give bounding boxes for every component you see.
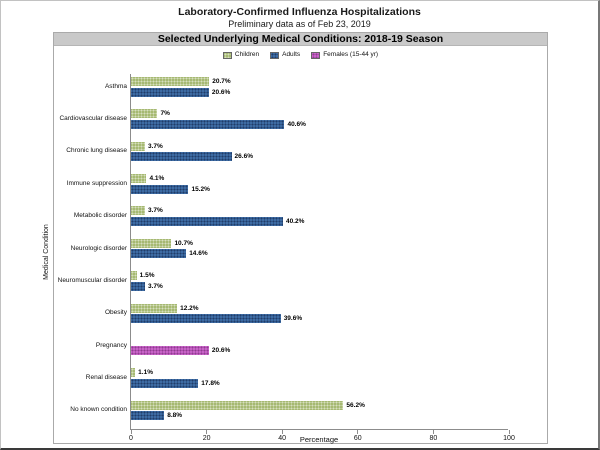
category-label: Chronic lung disease: [66, 147, 127, 155]
bar-value-label: 10.7%: [174, 239, 193, 247]
legend-item: Children: [222, 51, 260, 59]
legend-item: Adults: [270, 51, 300, 59]
bar-value-label: 17.8%: [201, 379, 220, 387]
bar-value-label: 26.6%: [234, 153, 253, 161]
bar-value-label: 14.6%: [189, 250, 208, 258]
bar-value-label: 40.6%: [287, 120, 306, 128]
category-label: Obesity: [104, 309, 127, 317]
bar-adults: [131, 281, 145, 291]
bar-value-label: 40.2%: [285, 217, 305, 225]
legend-label: Children: [234, 51, 260, 58]
chart-subtitle: Preliminary data as of Feb 23, 2019: [228, 19, 371, 29]
bar-females: [131, 346, 209, 356]
x-axis-tick: [130, 430, 132, 434]
bar-children: [131, 271, 137, 281]
bar-value-label: 20.7%: [212, 78, 231, 85]
bar-children: [131, 303, 178, 313]
x-axis-tick-label: 60: [353, 435, 362, 442]
bar-children: [131, 238, 172, 248]
bar-children: [131, 400, 344, 410]
legend-label: Adults: [282, 51, 301, 58]
x-axis-tick: [281, 430, 283, 434]
category-label: Neuromuscular disorder: [57, 276, 127, 284]
legend-swatch: [222, 51, 232, 59]
bar-children: [131, 368, 136, 378]
chart-title: Laboratory-Confirmed Influenza Hospitali…: [178, 6, 421, 18]
legend-label: Females (15-44 yr): [323, 51, 379, 58]
bar-value-label: 20.6%: [211, 88, 231, 96]
x-axis-label: Percentage: [299, 435, 339, 444]
category-label: Neurologic disorder: [70, 244, 127, 252]
bar-adults: [131, 314, 281, 324]
x-axis-tick-label: 100: [503, 435, 515, 442]
bar-value-label: 3.7%: [147, 207, 163, 215]
bar-children: [131, 77, 210, 86]
bar-value-label: 4.1%: [149, 175, 165, 183]
x-axis-tick-label: 0: [129, 435, 133, 442]
bar-value-label: 56.2%: [346, 401, 365, 409]
bar-adults: [131, 216, 283, 226]
bar-children: [131, 109, 158, 119]
bar-adults: [131, 152, 232, 162]
bar-adults: [131, 378, 199, 388]
category-label: Immune suppression: [66, 179, 127, 187]
bar-value-label: 3.7%: [147, 282, 163, 290]
bar-value-label: 8.8%: [167, 412, 183, 420]
bar-value-label: 20.6%: [211, 347, 231, 355]
legend-item: Females (15-44 yr): [311, 51, 378, 59]
chart-banner-title: Selected Underlying Medical Conditions: …: [54, 33, 547, 46]
x-axis-tick-label: 20: [202, 435, 211, 442]
bar-value-label: 39.6%: [283, 315, 303, 323]
bar-adults: [131, 87, 209, 97]
bar-children: [131, 141, 145, 151]
bar-value-label: 7%: [160, 110, 170, 118]
category-label: Cardiovascular disease: [59, 115, 127, 123]
bar-value-label: 15.2%: [191, 185, 210, 193]
chart-panel: Selected Underlying Medical Conditions: …: [43, 32, 548, 444]
category-label: Asthma: [104, 82, 127, 90]
bar-value-label: 1.1%: [138, 369, 153, 377]
x-axis-tick: [508, 430, 510, 434]
bar-value-label: 3.7%: [147, 142, 163, 150]
bar-value-label: 1.5%: [139, 272, 155, 280]
legend-swatch: [311, 51, 321, 59]
category-label: No known condition: [70, 406, 127, 414]
bar-adults: [131, 411, 165, 421]
bar-adults: [131, 119, 285, 129]
category-label: Pregnancy: [95, 341, 127, 349]
bar-adults: [131, 249, 187, 259]
x-axis-tick: [432, 430, 434, 434]
category-label: Metabolic disorder: [73, 212, 127, 220]
chart-legend: Children Adults Females (15-44 yr): [54, 50, 547, 60]
x-axis-tick-label: 40: [278, 435, 287, 442]
bar-adults: [131, 184, 189, 194]
bar-children: [131, 174, 147, 184]
category-label: Renal disease: [85, 374, 127, 382]
bar-children: [131, 206, 145, 216]
legend-swatch: [270, 51, 280, 59]
x-axis-tick: [357, 430, 359, 434]
x-axis-tick-label: 80: [429, 435, 438, 442]
x-axis-tick: [206, 430, 208, 434]
plot-area: Asthma 20.7% 20.6% Cardiovascular disease 7%…: [58, 74, 515, 442]
bar-value-label: 12.2%: [180, 304, 199, 312]
